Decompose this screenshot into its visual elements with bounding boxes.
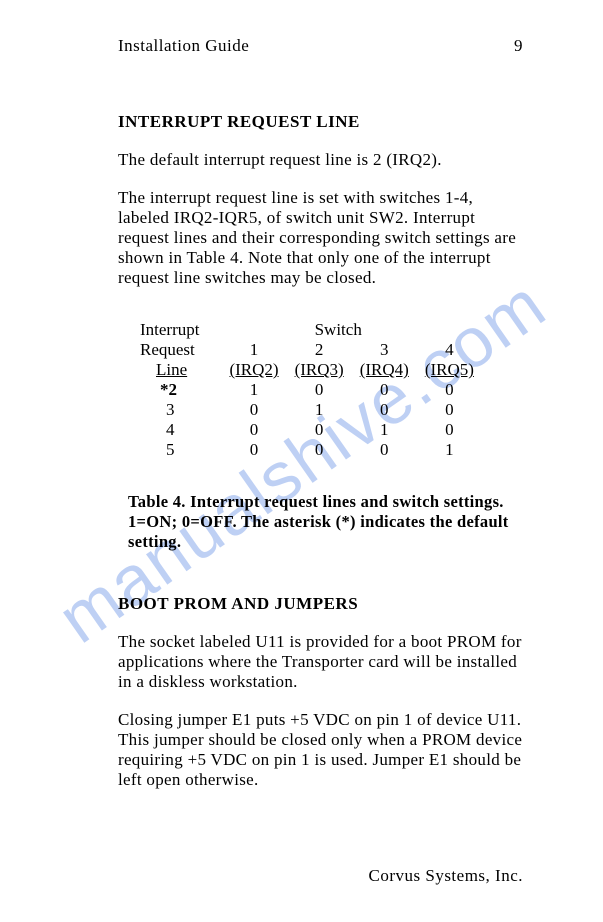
table-cell: 1 (221, 380, 286, 400)
table-cell: 1 (352, 420, 417, 440)
table-cell: 1 (417, 440, 482, 460)
table-cell: 0 (221, 400, 286, 420)
page-content: Installation Guide 9 INTERRUPT REQUEST L… (118, 36, 523, 790)
page-number: 9 (514, 36, 523, 56)
table-cell: 0 (221, 420, 286, 440)
table-header-cell: Request (140, 340, 221, 360)
table-header-cell: 2 (287, 340, 352, 360)
table-cell: 5 (140, 440, 221, 460)
table-header-cell: (IRQ3) (295, 360, 344, 379)
table-cell: 0 (352, 380, 417, 400)
table-cell: 0 (352, 440, 417, 460)
table-header-switch: Switch (287, 320, 417, 340)
table-cell: 0 (287, 380, 352, 400)
irq-table: Interrupt Switch Request 1 2 3 4 Line (I… (140, 320, 523, 460)
table-cell: *2 (160, 380, 177, 399)
paragraph: The interrupt request line is set with s… (118, 188, 523, 288)
paragraph: The socket labeled U11 is provided for a… (118, 632, 523, 692)
table-cell: 0 (352, 400, 417, 420)
manual-page: manualshive.com Installation Guide 9 INT… (0, 0, 603, 922)
table-header-cell: 4 (417, 340, 482, 360)
table-cell: 0 (287, 440, 352, 460)
table-cell: 0 (417, 420, 482, 440)
table-cell: 1 (287, 400, 352, 420)
table-header-cell: (IRQ2) (229, 360, 278, 379)
section-heading-irq: INTERRUPT REQUEST LINE (118, 112, 523, 132)
table-header-cell: 3 (352, 340, 417, 360)
table-cell: 0 (417, 380, 482, 400)
table-header-cell: (IRQ5) (425, 360, 474, 379)
table-header-cell: Line (140, 360, 187, 379)
table-header-cell: 1 (221, 340, 286, 360)
table-cell: 0 (287, 420, 352, 440)
table-cell: 0 (221, 440, 286, 460)
table-header-cell: (IRQ4) (360, 360, 409, 379)
table-cell: 3 (140, 400, 221, 420)
table-cell: 0 (417, 400, 482, 420)
page-footer: Corvus Systems, Inc. (369, 866, 524, 886)
paragraph: Closing jumper E1 puts +5 VDC on pin 1 o… (118, 710, 523, 790)
table-caption: Table 4. Interrupt request lines and swi… (128, 492, 513, 551)
paragraph: The default interrupt request line is 2 … (118, 150, 523, 170)
header-title: Installation Guide (118, 36, 249, 56)
table-header-cell: Interrupt (140, 320, 221, 340)
section-heading-bootprom: BOOT PROM AND JUMPERS (118, 594, 523, 614)
page-header: Installation Guide 9 (118, 36, 523, 56)
table-cell: 4 (140, 420, 221, 440)
